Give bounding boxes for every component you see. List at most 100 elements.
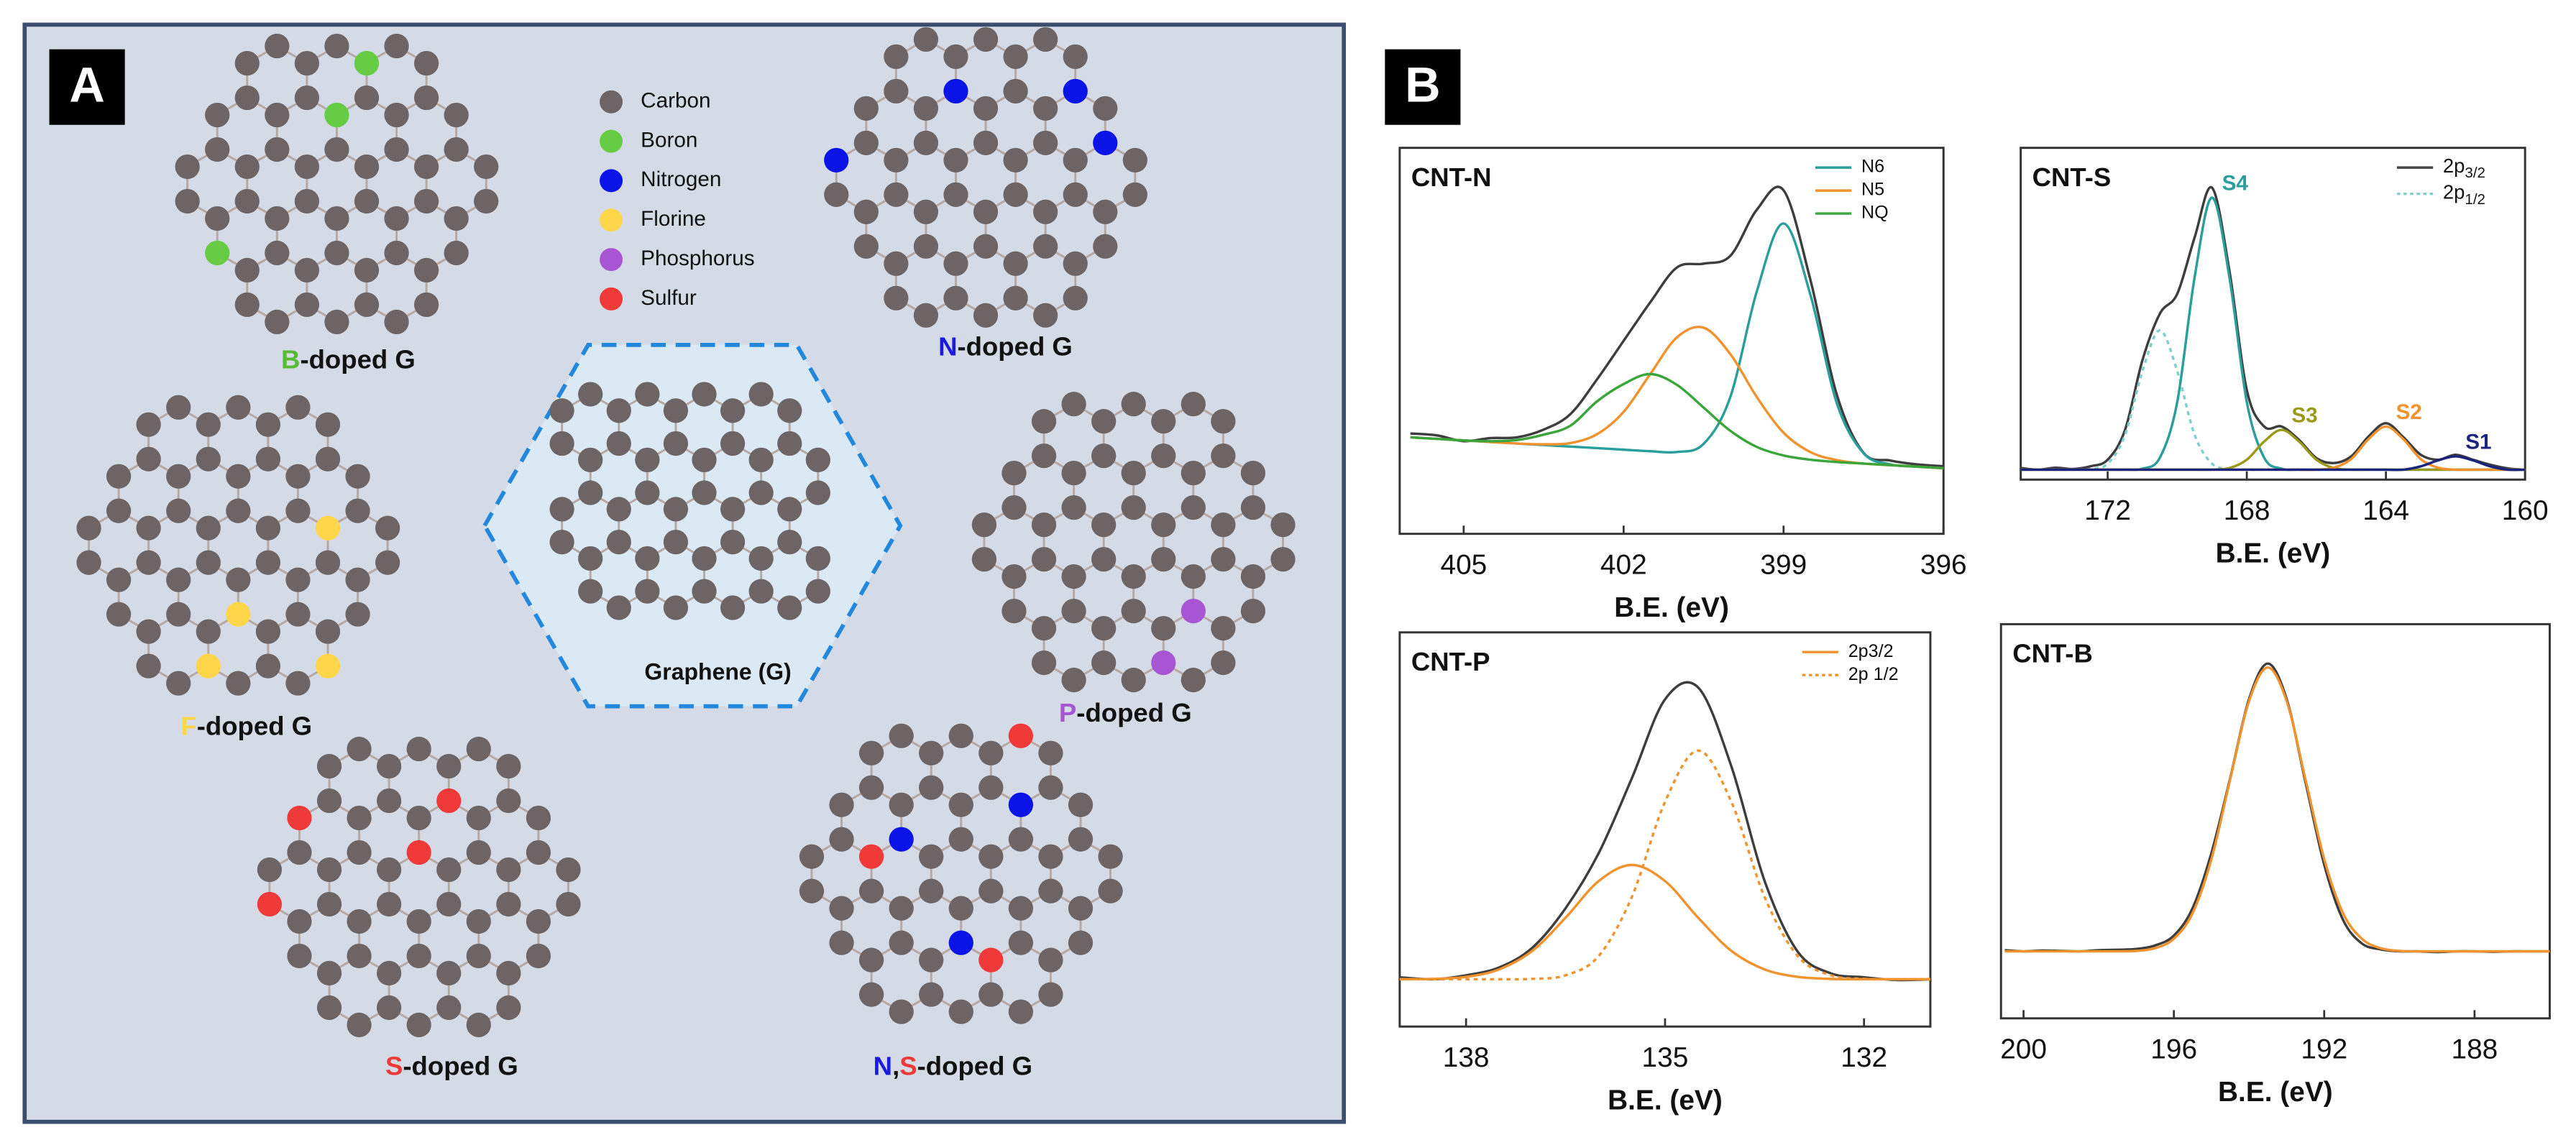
atom [973, 199, 999, 224]
atom [720, 431, 746, 456]
x-tick-label: 160 [2502, 495, 2549, 526]
atom [376, 960, 402, 986]
atom [606, 529, 631, 555]
atom [136, 653, 161, 679]
atom [257, 857, 283, 883]
atom [853, 234, 879, 259]
atom [474, 154, 499, 180]
atom [234, 292, 260, 318]
atom [285, 567, 311, 592]
atom [919, 844, 944, 869]
atom [1093, 199, 1118, 224]
atom [748, 579, 774, 604]
panel-b-label: B [1405, 58, 1441, 113]
flake-label: N-doped G [938, 331, 1073, 361]
atom [1038, 844, 1063, 869]
plot-frame [1398, 631, 1932, 1028]
atom [1003, 285, 1028, 311]
series-line [1410, 185, 1944, 468]
atom [1098, 844, 1123, 869]
atom [853, 130, 879, 155]
atom [345, 498, 370, 523]
atom [1122, 182, 1147, 207]
x-tick-label: 172 [2084, 495, 2131, 526]
atom [265, 33, 290, 59]
x-tick-label: 200 [2000, 1034, 2047, 1065]
atom [285, 464, 311, 489]
atom [1063, 182, 1088, 207]
atom [1068, 930, 1094, 955]
atom [1091, 409, 1117, 434]
atom [1181, 667, 1206, 693]
atom [324, 137, 349, 162]
atom [234, 85, 260, 111]
atom [1181, 495, 1206, 520]
atom [1211, 512, 1236, 538]
flake-label-part: S [899, 1051, 917, 1080]
atom [720, 595, 746, 620]
atom [919, 982, 944, 1007]
atom [978, 740, 1004, 765]
chart-title: CNT-N [1411, 162, 1492, 192]
x-tick-label: 138 [1443, 1042, 1490, 1073]
flake-label-part: S [385, 1051, 403, 1080]
atom [1061, 392, 1086, 417]
atom [384, 33, 409, 59]
atom [226, 567, 251, 592]
atom [777, 398, 802, 423]
flake-label: N,S-doped G [874, 1051, 1032, 1080]
atom [635, 382, 660, 407]
atom [205, 240, 230, 266]
x-axis-label: B.E. (eV) [1608, 1085, 1723, 1116]
series-line [1410, 372, 1944, 470]
atom [913, 199, 939, 224]
atom [315, 619, 341, 644]
atom [805, 546, 830, 571]
atom [978, 947, 1004, 972]
atom [549, 529, 574, 555]
atom [858, 740, 884, 765]
x-tick-label: 405 [1440, 550, 1487, 581]
atom [205, 206, 230, 231]
atom [1211, 650, 1236, 676]
atom [1033, 130, 1058, 155]
atom [294, 85, 320, 111]
atom [578, 382, 603, 407]
atom [136, 412, 161, 437]
legend-label-sub: 3/2 [2465, 165, 2485, 182]
atom [919, 740, 944, 765]
atom [1121, 461, 1146, 486]
atom [948, 792, 973, 817]
series-line [1399, 863, 1930, 981]
atom [889, 723, 914, 748]
atom [973, 96, 999, 121]
atom [444, 137, 469, 162]
atom [384, 102, 409, 128]
flake-label: F-doped G [180, 711, 312, 740]
legend-marker [600, 169, 623, 193]
atom [1093, 130, 1118, 155]
atom [324, 102, 349, 128]
atom [799, 878, 825, 903]
atom [884, 78, 909, 104]
atom [496, 891, 521, 917]
atom [406, 840, 431, 865]
atom [354, 257, 380, 283]
atom [175, 154, 200, 180]
panel-a-badge [49, 49, 125, 125]
atom [748, 546, 774, 571]
atom [526, 840, 551, 865]
atom [1008, 827, 1034, 852]
series-line [1399, 749, 1930, 981]
flake-label-part: B [281, 344, 300, 374]
atom [354, 154, 380, 180]
atom [347, 736, 372, 762]
atom [635, 447, 660, 472]
atom [526, 943, 551, 969]
atom [1061, 667, 1086, 693]
atom [635, 579, 660, 604]
atom [376, 753, 402, 779]
atom [413, 292, 439, 318]
atom [384, 137, 409, 162]
atom [913, 27, 939, 52]
